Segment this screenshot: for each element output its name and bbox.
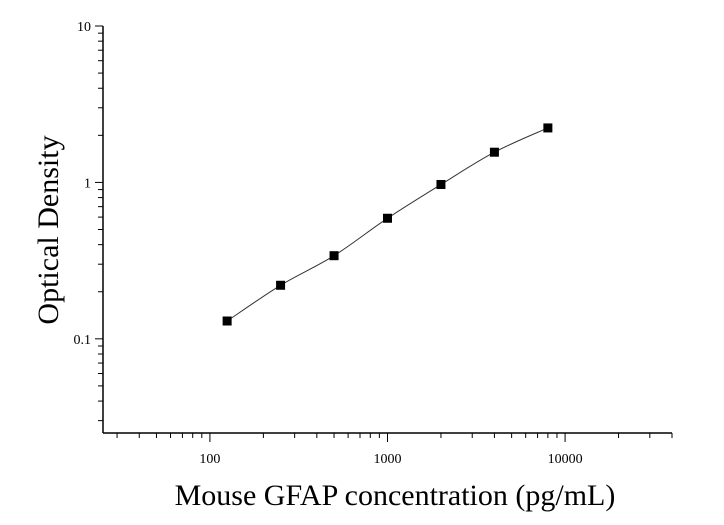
data-point <box>276 280 286 290</box>
ticks <box>95 25 673 442</box>
data-point <box>329 251 339 261</box>
y-tick-label: 0.1 <box>74 333 92 348</box>
y-tick-label: 1 <box>84 176 91 191</box>
data-point <box>489 147 499 157</box>
x-tick-label: 1000 <box>374 452 402 467</box>
data-point <box>543 123 553 133</box>
axes <box>102 26 672 434</box>
data-points <box>222 123 553 326</box>
data-point <box>222 316 232 326</box>
x-tick-label: 10000 <box>548 452 583 467</box>
tick-labels: 100 1000 10000 0.1 1 10 <box>74 20 583 467</box>
x-axis-title: Mouse GFAP concentration (pg/mL) <box>175 479 616 512</box>
data-point <box>383 213 392 223</box>
y-tick-label: 10 <box>77 20 91 35</box>
y-axis-title: Optical Density <box>32 135 65 324</box>
x-tick-label: 100 <box>199 452 220 467</box>
fit-curve <box>226 127 549 322</box>
data-point <box>436 179 446 189</box>
